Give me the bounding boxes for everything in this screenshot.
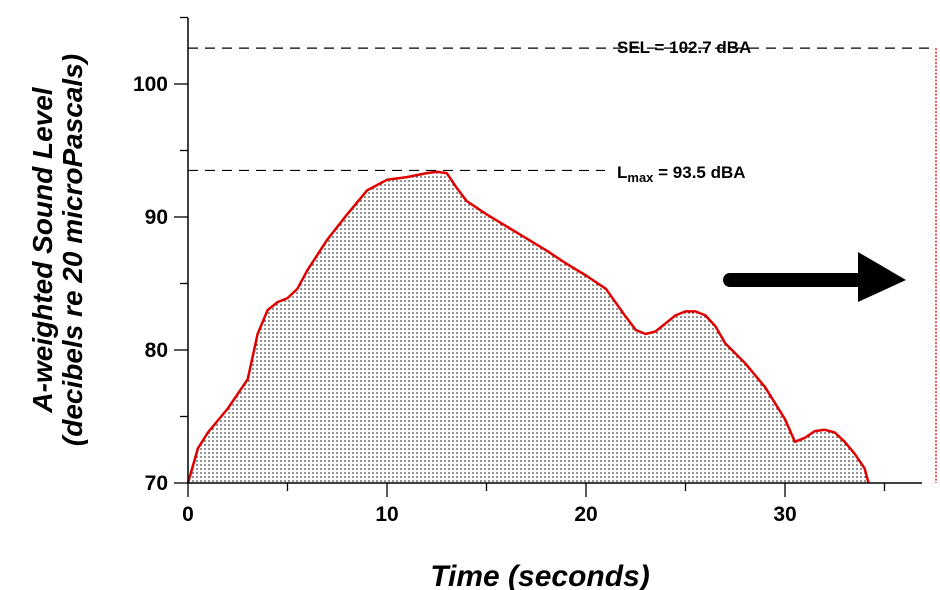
y-tick-label: 100	[133, 73, 168, 96]
x-axis-title: Time (seconds)	[430, 560, 650, 590]
x-tick-label: 0	[182, 503, 194, 526]
y-tick-label: 90	[145, 206, 168, 229]
x-tick-label: 10	[375, 503, 398, 526]
axis-ticks	[174, 16, 886, 497]
tick-labels: 70 80 90 100 0 10 20 30	[133, 73, 797, 526]
lmax-label-value: = 93.5 dBA	[653, 163, 745, 182]
y-axis-title-line1: A-weighted Sound Level	[27, 86, 58, 413]
y-axis-title-line2: (decibels re 20 microPascals)	[57, 54, 88, 446]
area-fill	[188, 171, 869, 484]
y-tick-label: 80	[145, 339, 168, 362]
x-tick-label: 30	[773, 503, 796, 526]
series-line	[186, 170, 870, 484]
x-tick-label: 20	[574, 503, 597, 526]
lmax-label: Lmax = 93.5 dBA	[617, 163, 746, 185]
y-tick-label: 70	[145, 472, 168, 495]
lmax-label-main: L	[617, 163, 627, 182]
lmax-label-sub: max	[627, 170, 654, 185]
sel-label: SEL = 102.7 dBA	[617, 38, 751, 57]
arrow-right-icon	[723, 252, 906, 302]
